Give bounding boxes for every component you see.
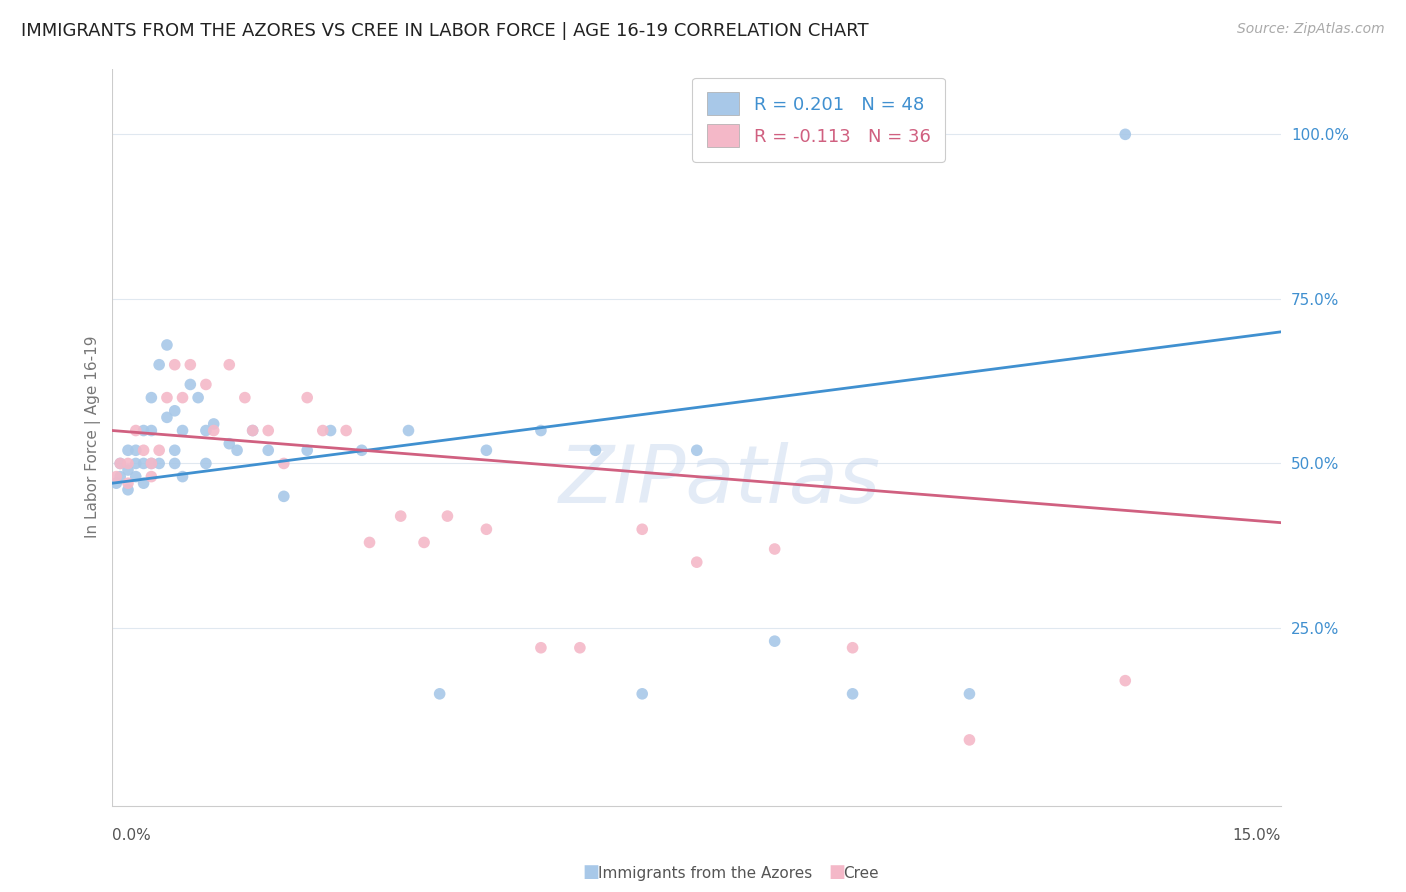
Point: [273, 489, 295, 503]
Point: [105, 469, 128, 483]
Point: [108, 457, 131, 471]
Point: [436, 509, 458, 524]
Point: [242, 424, 264, 438]
Point: [475, 443, 498, 458]
Point: [763, 634, 786, 648]
Text: ■: ■: [828, 863, 845, 881]
Point: [631, 522, 654, 536]
Text: Source: ZipAtlas.com: Source: ZipAtlas.com: [1237, 22, 1385, 37]
Point: [117, 463, 139, 477]
Point: [141, 391, 163, 405]
Point: [125, 424, 148, 438]
Text: Immigrants from the Azores: Immigrants from the Azores: [598, 866, 811, 881]
Point: [233, 391, 256, 405]
Point: [686, 443, 709, 458]
Point: [585, 443, 607, 458]
Point: [125, 457, 148, 471]
Point: [108, 457, 131, 471]
Point: [226, 443, 249, 458]
Point: [141, 469, 163, 483]
Point: [312, 424, 335, 438]
Point: [148, 457, 170, 471]
Y-axis label: In Labor Force | Age 16-19: In Labor Force | Age 16-19: [86, 336, 101, 539]
Point: [163, 457, 186, 471]
Point: [172, 391, 194, 405]
Text: 15.0%: 15.0%: [1233, 828, 1281, 843]
Point: [359, 535, 381, 549]
Point: [194, 424, 217, 438]
Point: [117, 443, 139, 458]
Point: [568, 640, 591, 655]
Point: [117, 457, 139, 471]
Point: [319, 424, 342, 438]
Point: [148, 443, 170, 458]
Text: ■: ■: [582, 863, 599, 881]
Text: ZIPatlas: ZIPatlas: [560, 442, 882, 520]
Point: [172, 424, 194, 438]
Point: [429, 687, 451, 701]
Point: [172, 469, 194, 483]
Point: [108, 469, 131, 483]
Point: [163, 358, 186, 372]
Point: [295, 391, 318, 405]
Point: [156, 391, 179, 405]
Point: [841, 640, 863, 655]
Point: [530, 640, 553, 655]
Text: IMMIGRANTS FROM THE AZORES VS CREE IN LABOR FORCE | AGE 16-19 CORRELATION CHART: IMMIGRANTS FROM THE AZORES VS CREE IN LA…: [21, 22, 869, 40]
Point: [335, 424, 357, 438]
Point: [141, 424, 163, 438]
Point: [1114, 673, 1136, 688]
Point: [273, 457, 295, 471]
Point: [1114, 128, 1136, 142]
Point: [117, 476, 139, 491]
Point: [631, 687, 654, 701]
Point: [686, 555, 709, 569]
Point: [389, 509, 412, 524]
Point: [475, 522, 498, 536]
Point: [156, 338, 179, 352]
Point: [398, 424, 420, 438]
Point: [125, 469, 148, 483]
Point: [117, 483, 139, 497]
Point: [242, 424, 264, 438]
Point: [148, 358, 170, 372]
Point: [530, 424, 553, 438]
Point: [163, 404, 186, 418]
Point: [132, 476, 155, 491]
Point: [295, 443, 318, 458]
Legend: R = 0.201   N = 48, R = -0.113   N = 36: R = 0.201 N = 48, R = -0.113 N = 36: [692, 78, 945, 161]
Text: Cree: Cree: [844, 866, 879, 881]
Point: [132, 424, 155, 438]
Point: [202, 417, 225, 431]
Point: [141, 457, 163, 471]
Point: [257, 424, 280, 438]
Point: [163, 443, 186, 458]
Point: [156, 410, 179, 425]
Point: [105, 476, 128, 491]
Point: [763, 541, 786, 556]
Point: [350, 443, 373, 458]
Point: [218, 358, 240, 372]
Point: [141, 457, 163, 471]
Point: [413, 535, 436, 549]
Point: [125, 443, 148, 458]
Point: [179, 358, 201, 372]
Point: [194, 377, 217, 392]
Text: 0.0%: 0.0%: [112, 828, 152, 843]
Point: [959, 687, 981, 701]
Point: [218, 436, 240, 450]
Point: [959, 732, 981, 747]
Point: [257, 443, 280, 458]
Point: [202, 424, 225, 438]
Point: [132, 457, 155, 471]
Point: [187, 391, 209, 405]
Point: [841, 687, 863, 701]
Point: [194, 457, 217, 471]
Point: [179, 377, 201, 392]
Point: [132, 443, 155, 458]
